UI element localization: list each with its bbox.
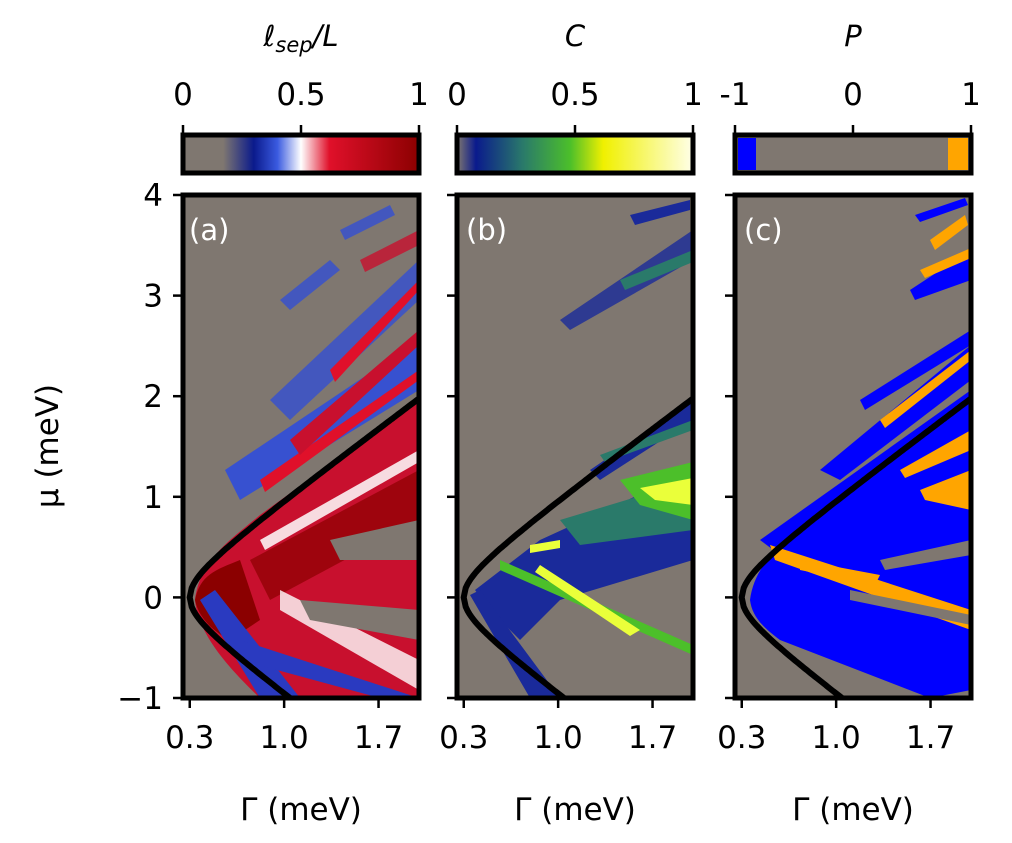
panel-a-frame [180, 192, 422, 701]
colorbar-a-tick-label: 0.5 [276, 77, 325, 113]
colorbar-a-tick-label: 1 [409, 77, 429, 113]
panel-c-heatmap [750, 198, 971, 698]
panel-c-xtick-label: 0.3 [717, 720, 766, 756]
colorbar-b-tick-label: 0 [447, 77, 467, 113]
colorbar-c-label: P [844, 19, 862, 53]
panel-b-xtick-label: 1.7 [628, 720, 677, 756]
panel-b-boundary-curve [460, 396, 693, 698]
panel-a-ytick-label: −1 [117, 681, 163, 717]
panel-b-xtick-label: 0.3 [439, 720, 488, 756]
panel-c-tag: (c) [744, 213, 783, 247]
colorbar-c: -1 0 1 P [720, 19, 981, 176]
panel-c-xtick-label: 1.7 [906, 720, 955, 756]
panel-c-boundary-curve [738, 396, 971, 698]
panel-b-frame [454, 192, 696, 701]
panel-b-xtick-label: 1.0 [533, 720, 582, 756]
colorbar-a-tick-label: 0 [173, 77, 193, 113]
colorbar-b: 0 0.5 1 C [447, 19, 703, 176]
colorbar-a-bar [180, 132, 422, 176]
panel-a-xlabel: Γ (meV) [240, 792, 362, 828]
panel-b-xlabel: Γ (meV) [514, 792, 636, 828]
colorbar-c-negative-segment [738, 138, 756, 170]
panel-a-ytick-label: 0 [143, 580, 163, 616]
panel-a-heatmap [195, 205, 419, 698]
panel-c-frame [732, 192, 974, 701]
panel-c-xtick-label: 1.0 [811, 720, 860, 756]
panel-a-ytick-label: 2 [143, 379, 163, 415]
panel-a-ytick-label: 4 [143, 178, 163, 214]
colorbar-c-tick-label: 1 [961, 77, 981, 113]
colorbar-b-bar [454, 132, 696, 176]
colorbar-c-tick-label: 0 [843, 77, 863, 113]
panel-a-ytick-label: 3 [143, 279, 163, 315]
panel-b: (b) 0.3 1.0 1.7 Γ (meV) [439, 192, 696, 828]
panel-a: (a) 0.3 1.0 1.7 −1 0 1 2 3 4 Γ (meV) μ (meV) [30, 178, 422, 828]
colorbar-a: 0 0.5 1 ℓsep/L [173, 19, 429, 176]
colorbar-a-label: ℓsep/L [262, 19, 338, 57]
colorbar-c-positive-segment [948, 138, 968, 170]
panel-b-heatmap [470, 200, 693, 698]
colorbar-c-bar [732, 132, 974, 176]
panel-a-boundary-curve [186, 396, 419, 698]
panel-a-xtick-label: 1.7 [354, 720, 403, 756]
panel-c: (c) 0.3 1.0 1.7 Γ (meV) [717, 192, 974, 828]
colorbar-c-tick-label: -1 [720, 77, 751, 113]
panel-a-tag: (a) [189, 213, 229, 247]
panel-a-ylabel: μ (meV) [30, 384, 66, 508]
panel-a-ytick-label: 1 [143, 480, 163, 516]
panel-b-tag: (b) [466, 213, 507, 247]
colorbar-b-tick-label: 0.5 [550, 77, 599, 113]
colorbar-b-tick-label: 1 [683, 77, 703, 113]
panel-a-xtick-label: 0.3 [165, 720, 214, 756]
panel-c-xlabel: Γ (meV) [792, 792, 914, 828]
colorbar-b-label: C [565, 19, 586, 53]
panel-a-xtick-label: 1.0 [259, 720, 308, 756]
